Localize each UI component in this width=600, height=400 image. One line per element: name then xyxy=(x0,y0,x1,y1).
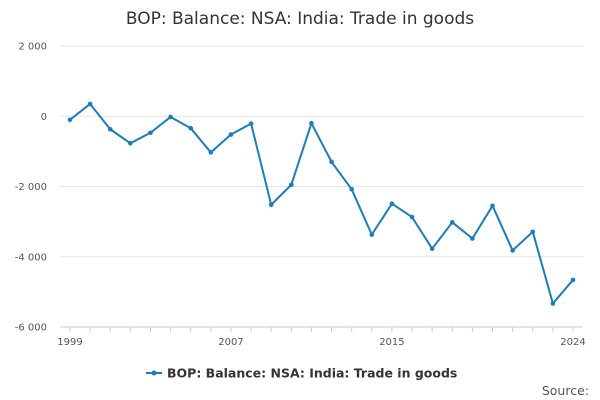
data-point[interactable] xyxy=(329,159,334,165)
data-point[interactable] xyxy=(530,229,536,235)
x-tick-label: 1999 xyxy=(57,337,82,348)
x-axis: 1999 2007 2015 2024 xyxy=(57,327,586,348)
data-point[interactable] xyxy=(248,121,254,126)
data-point[interactable] xyxy=(168,114,173,120)
source-label: Source: xyxy=(542,383,589,398)
data-point[interactable] xyxy=(148,130,153,136)
data-point[interactable] xyxy=(429,246,435,251)
legend-label: BOP: Balance: NSA: India: Trade in goods xyxy=(167,366,457,381)
data-point[interactable] xyxy=(570,277,576,283)
data-point[interactable] xyxy=(107,126,113,132)
series-group xyxy=(67,101,576,306)
y-tick-label: -6 000 xyxy=(15,323,47,334)
data-point[interactable] xyxy=(289,182,294,188)
x-tick-label: 2015 xyxy=(379,337,404,348)
data-point[interactable] xyxy=(208,150,214,155)
data-point[interactable] xyxy=(309,120,314,126)
data-point[interactable] xyxy=(228,132,234,137)
data-point[interactable] xyxy=(389,201,395,207)
data-point[interactable] xyxy=(550,301,556,306)
data-point[interactable] xyxy=(510,248,515,253)
data-point[interactable] xyxy=(449,220,455,225)
data-point[interactable] xyxy=(67,117,73,123)
y-axis: 2 000 0 -2 000 -4 000 -6 000 xyxy=(15,42,47,334)
series-line xyxy=(69,102,574,305)
data-point[interactable] xyxy=(409,214,415,220)
data-point[interactable] xyxy=(490,203,495,209)
x-tick-label: 2007 xyxy=(218,337,243,348)
legend[interactable]: BOP: Balance: NSA: India: Trade in goods xyxy=(146,366,457,381)
y-tick-label: 2 000 xyxy=(18,42,47,53)
data-point[interactable] xyxy=(369,232,375,237)
chart-title: BOP: Balance: NSA: India: Trade in goods xyxy=(126,9,474,29)
gridlines xyxy=(60,45,583,258)
legend-swatch-marker xyxy=(151,370,157,376)
data-point[interactable] xyxy=(349,187,354,192)
data-point[interactable] xyxy=(188,125,194,131)
data-point[interactable] xyxy=(128,140,133,146)
y-tick-label: -2 000 xyxy=(15,182,47,193)
y-tick-label: -4 000 xyxy=(15,252,47,263)
data-point[interactable] xyxy=(87,101,93,107)
x-tick-label: 2024 xyxy=(560,337,585,348)
data-point[interactable] xyxy=(268,202,274,208)
data-point[interactable] xyxy=(470,236,475,241)
y-tick-label: 0 xyxy=(41,112,47,123)
